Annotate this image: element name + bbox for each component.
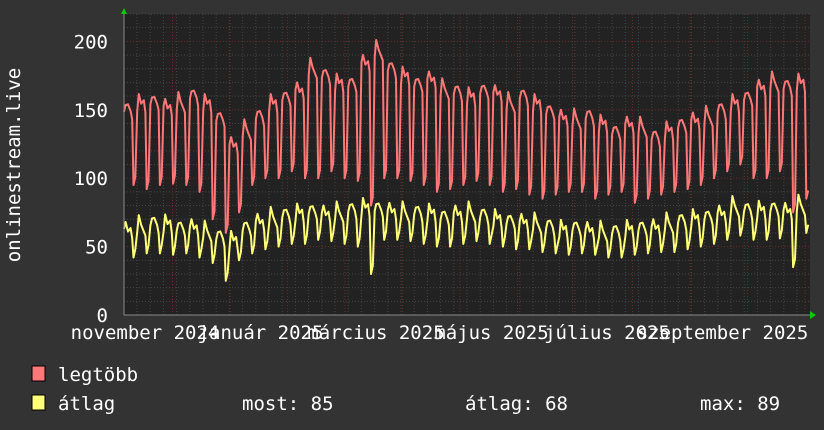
x-tick-label: július 2025 bbox=[544, 322, 670, 344]
legend-label-max: legtöbb bbox=[58, 364, 138, 386]
x-tick-label: május 2025 bbox=[434, 322, 548, 344]
x-tick-label: november 2024 bbox=[71, 322, 220, 344]
series-lines bbox=[123, 39, 810, 282]
x-tick-label: szeptember 2025 bbox=[637, 322, 809, 344]
legend-swatch-avg bbox=[31, 394, 46, 411]
y-tick-label: 200 bbox=[74, 31, 108, 53]
stat-average: átlag: 68 bbox=[465, 393, 568, 415]
x-tick-label: január 2025 bbox=[198, 322, 324, 344]
y-tick-label: 150 bbox=[74, 100, 108, 122]
y-axis-label: onlinestream.live bbox=[3, 68, 25, 262]
y-axis-ticks: 0 50 100 150 200 bbox=[74, 31, 108, 327]
y-tick-label: 0 bbox=[97, 305, 108, 327]
y-axis-arrow-icon bbox=[121, 8, 127, 14]
stat-max: max: 89 bbox=[700, 393, 780, 415]
legend-label-avg: átlag bbox=[58, 393, 115, 415]
legend-swatch-max bbox=[31, 365, 46, 382]
series-line-avg bbox=[123, 193, 810, 282]
x-axis-arrow-icon bbox=[810, 311, 816, 319]
y-tick-label: 100 bbox=[74, 168, 108, 190]
x-tick-label: március 2025 bbox=[307, 322, 444, 344]
y-tick-label: 50 bbox=[85, 237, 108, 259]
stat-now: most: 85 bbox=[242, 393, 334, 415]
series-line-max bbox=[123, 39, 810, 234]
